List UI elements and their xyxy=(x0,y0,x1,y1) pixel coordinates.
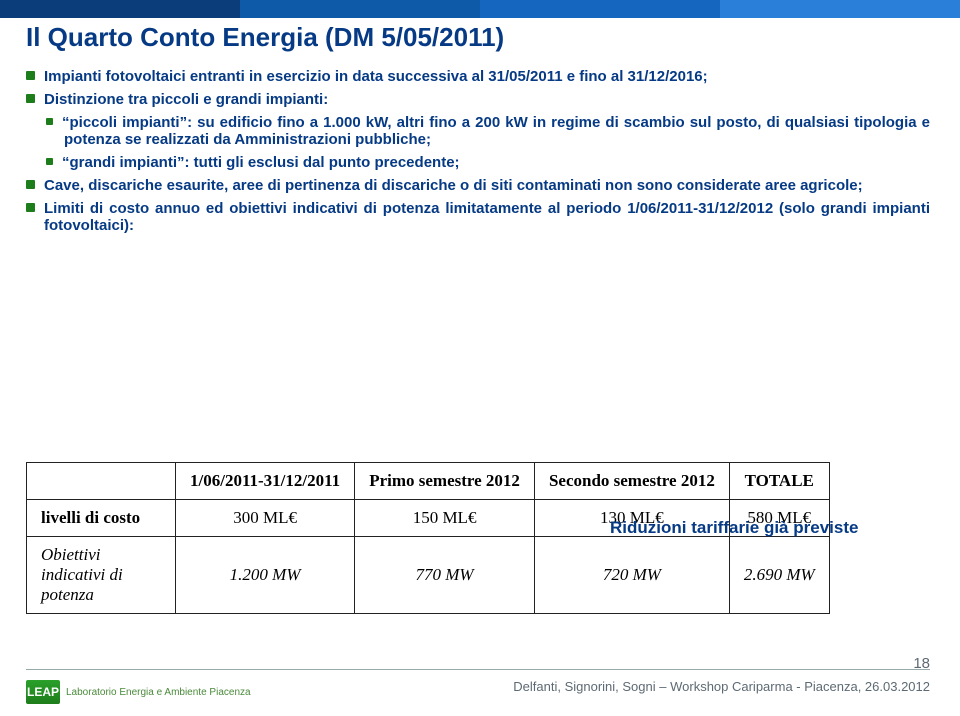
bullet-2: Distinzione tra piccoli e grandi impiant… xyxy=(26,91,930,108)
side-note: Riduzioni tariffarie già previste xyxy=(610,518,858,538)
limits-table: 1/06/2011-31/12/2011 Primo semestre 2012… xyxy=(26,462,830,614)
page-number: 18 xyxy=(913,655,930,672)
logo-abbr: LEAP xyxy=(26,680,60,704)
col-head-3: Secondo semestre 2012 xyxy=(534,463,729,500)
bullet-1: Impianti fotovoltaici entranti in eserci… xyxy=(26,68,930,85)
footer-text: Delfanti, Signorini, Sogni – Workshop Ca… xyxy=(513,679,930,694)
row1-c1: 300 ML€ xyxy=(176,500,355,537)
footer-divider xyxy=(26,669,930,670)
row2-c3: 720 MW xyxy=(534,537,729,614)
row1-label: livelli di costo xyxy=(27,500,176,537)
logo-caption: Laboratorio Energia e Ambiente Piacenza xyxy=(66,687,251,698)
row2-c1: 1.200 MW xyxy=(176,537,355,614)
col-head-1: 1/06/2011-31/12/2011 xyxy=(176,463,355,500)
col-head-2: Primo semestre 2012 xyxy=(355,463,535,500)
bullet-2b: “grandi impianti”: tutti gli esclusi dal… xyxy=(26,154,930,171)
bullet-2a: “piccoli impianti”: su edificio fino a 1… xyxy=(26,114,930,148)
row2-label: Obiettivi indicativi di potenza xyxy=(27,537,176,614)
row2-c2: 770 MW xyxy=(355,537,535,614)
row2-c4: 2.690 MW xyxy=(729,537,829,614)
bullet-3: Cave, discariche esaurite, aree di perti… xyxy=(26,177,930,194)
row1-c2: 150 ML€ xyxy=(355,500,535,537)
col-head-4: TOTALE xyxy=(729,463,829,500)
bullet-4: Limiti di costo annuo ed obiettivi indic… xyxy=(26,200,930,234)
slide-title: Il Quarto Conto Energia (DM 5/05/2011) xyxy=(26,22,504,53)
top-decor-strip xyxy=(0,0,960,18)
slide-content: Impianti fotovoltaici entranti in eserci… xyxy=(26,62,930,240)
leap-logo: LEAP Laboratorio Energia e Ambiente Piac… xyxy=(26,680,251,704)
